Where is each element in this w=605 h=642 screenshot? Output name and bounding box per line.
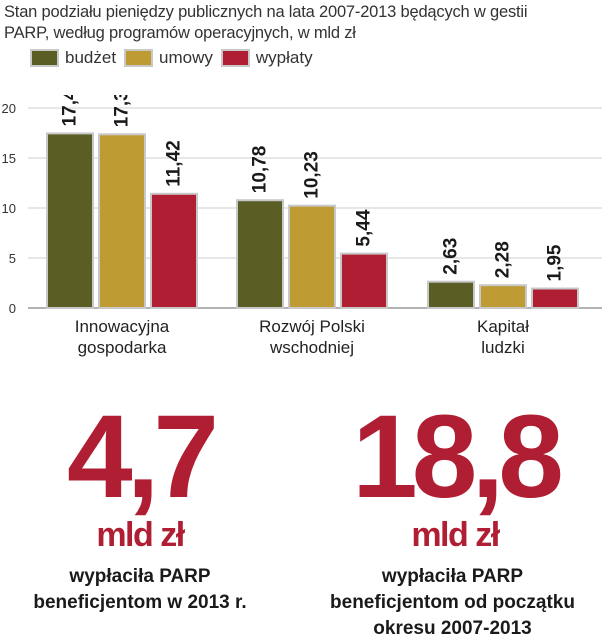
bar-chart: 0 5 10 15 20 17,46 17,37 11,42 Innowacyjna gospod… xyxy=(2,95,602,357)
bar xyxy=(236,199,284,309)
x-tick-label: Kapitał xyxy=(477,317,529,336)
legend-label-budzet: budżet xyxy=(65,48,117,67)
bar-data-label: 17,46 xyxy=(60,95,81,126)
x-tick-label: gospodarka xyxy=(78,338,167,357)
bar-data-label: 2,28 xyxy=(493,241,514,278)
stat-total-description: wypłaciła PARP beneficjentom od początku… xyxy=(300,564,605,642)
stat-total-desc-line-1: wypłaciła PARP xyxy=(381,566,524,587)
bar xyxy=(150,192,198,309)
y-tick-label: 5 xyxy=(9,251,16,266)
stat-2013: 4,7 mld zł xyxy=(20,398,260,554)
bar-data-label: 1,95 xyxy=(545,244,566,281)
x-tick-label: Innowacyjna xyxy=(75,317,170,336)
stat-2013-value: 4,7 xyxy=(66,391,219,523)
x-tick-label: wschodniej xyxy=(269,338,354,357)
chart-title: Stan podziału pieniędzy publicznych na l… xyxy=(4,2,602,44)
stat-total: 18,8 mld zł xyxy=(330,398,580,554)
bar-data-label: 2,63 xyxy=(441,238,462,275)
bar xyxy=(531,287,579,309)
stat-2013-desc-line-2: beneficjentom w 2013 r. xyxy=(33,592,247,613)
bar xyxy=(46,132,94,310)
y-tick-label: 0 xyxy=(9,301,16,316)
legend-swatch-budzet xyxy=(30,49,59,67)
bar xyxy=(98,133,146,309)
legend-item-budzet: budżet xyxy=(30,48,116,68)
bar-data-label: 10,23 xyxy=(302,151,323,199)
y-tick-label: 10 xyxy=(2,201,16,216)
stat-total-desc-line-2: beneficjentom od początku xyxy=(330,592,575,613)
chart-title-line-2: PARP, według programów operacyjnych, w m… xyxy=(4,24,356,42)
legend-item-wyplaty: wypłaty xyxy=(220,48,313,68)
stat-total-desc-line-3: okresu 2007-2013 xyxy=(373,618,532,639)
bar xyxy=(479,284,527,309)
stat-2013-description: wypłaciła PARP beneficjentom w 2013 r. xyxy=(0,564,280,616)
x-tick-label: ludzki xyxy=(481,338,524,357)
chart-title-line-1: Stan podziału pieniędzy publicznych na l… xyxy=(4,3,528,21)
legend-swatch-umowy xyxy=(124,49,154,67)
legend-label-wyplaty: wypłaty xyxy=(255,48,313,67)
stat-2013-unit: mld zł xyxy=(96,516,185,554)
bar-data-label: 5,44 xyxy=(354,209,375,246)
bar-data-label: 11,42 xyxy=(164,140,185,187)
y-tick-label: 15 xyxy=(2,151,16,166)
legend-label-umowy: umowy xyxy=(159,48,213,67)
bar-data-label: 17,37 xyxy=(112,95,133,127)
bar xyxy=(288,204,336,309)
bar xyxy=(340,252,388,310)
stat-total-unit: mld zł xyxy=(411,516,500,554)
legend-swatch-wyplaty xyxy=(220,49,250,67)
y-tick-label: 20 xyxy=(2,101,16,116)
stat-total-value: 18,8 xyxy=(352,391,564,523)
stat-2013-desc-line-1: wypłaciła PARP xyxy=(69,566,211,587)
legend-item-umowy: umowy xyxy=(124,48,213,68)
bar-data-label: 10,78 xyxy=(250,146,271,194)
x-tick-label: Rozwój Polski xyxy=(259,317,365,336)
bar xyxy=(427,280,475,309)
legend: budżet umowy wypłaty xyxy=(30,48,321,68)
